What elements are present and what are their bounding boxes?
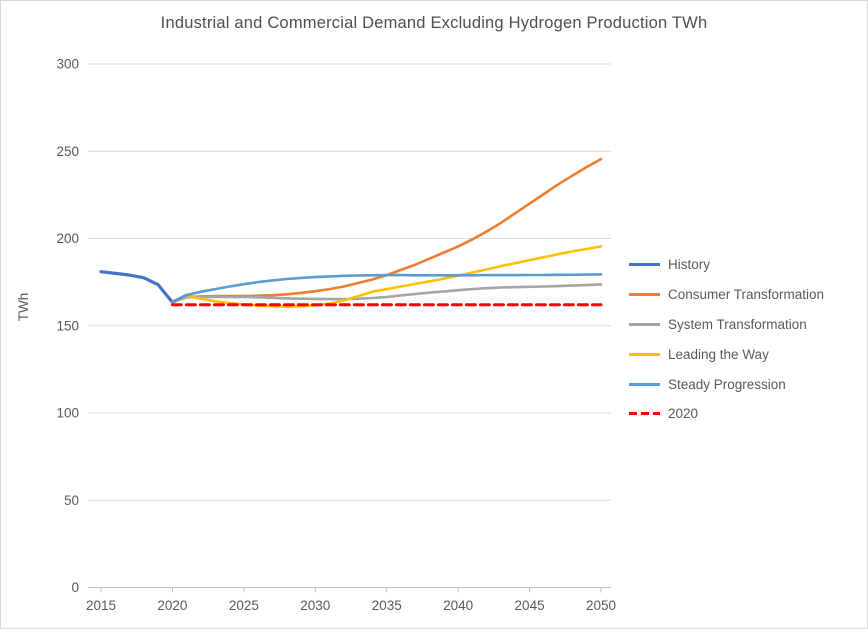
legend: History Consumer Transformation System Tra…	[629, 250, 824, 429]
legend-swatch-line	[629, 382, 660, 386]
legend-label: 2020	[668, 406, 699, 422]
y-tick-label-300: 300	[56, 57, 79, 72]
legend-item-system-transformation: System Transformation	[629, 310, 824, 340]
legend-item-2020: 2020	[629, 399, 824, 429]
x-tick-label-2015: 2015	[86, 598, 116, 613]
y-tick-label-100: 100	[56, 406, 79, 421]
x-tick-label-2025: 2025	[229, 598, 259, 613]
x-tick-label-2040: 2040	[443, 598, 473, 613]
y-tick-label-250: 250	[56, 144, 79, 159]
x-tick-label-2035: 2035	[372, 598, 402, 613]
y-tick-label-200: 200	[56, 231, 79, 246]
legend-swatch-line	[629, 263, 660, 267]
chart-title: Industrial and Commercial Demand Excludi…	[160, 14, 708, 32]
series-line-consumer-transformation	[171, 157, 603, 304]
x-tick-label-2020: 2020	[157, 598, 187, 613]
legend-swatch-dashed	[629, 412, 660, 416]
legend-item-consumer-transformation: Consumer Transformation	[629, 280, 824, 310]
legend-label: System Transformation	[668, 316, 807, 332]
series-line-history	[99, 270, 189, 304]
legend-swatch-line	[629, 322, 660, 326]
legend-item-steady-progression: Steady Progression	[629, 369, 824, 399]
legend-item-history: History	[629, 250, 824, 280]
x-tick-label-2045: 2045	[515, 598, 545, 613]
legend-label: Leading the Way	[668, 346, 769, 362]
y-tick-label-0: 0	[71, 580, 79, 595]
legend-label: History	[668, 257, 711, 273]
legend-label: Steady Progression	[668, 376, 786, 392]
series-line-system-transformation	[171, 283, 603, 304]
legend-swatch-line	[629, 352, 660, 356]
x-tick-label-2030: 2030	[300, 598, 330, 613]
legend-label: Consumer Transformation	[668, 287, 825, 303]
legend-swatch-line	[629, 293, 660, 297]
y-tick-label-150: 150	[56, 318, 79, 333]
y-axis-title: TWh	[16, 292, 31, 322]
x-tick-label-2050: 2050	[586, 598, 616, 613]
series-line-steady-progression	[171, 273, 603, 304]
legend-item-leading-the-way: Leading the Way	[629, 339, 824, 369]
y-tick-label-50: 50	[64, 493, 79, 508]
